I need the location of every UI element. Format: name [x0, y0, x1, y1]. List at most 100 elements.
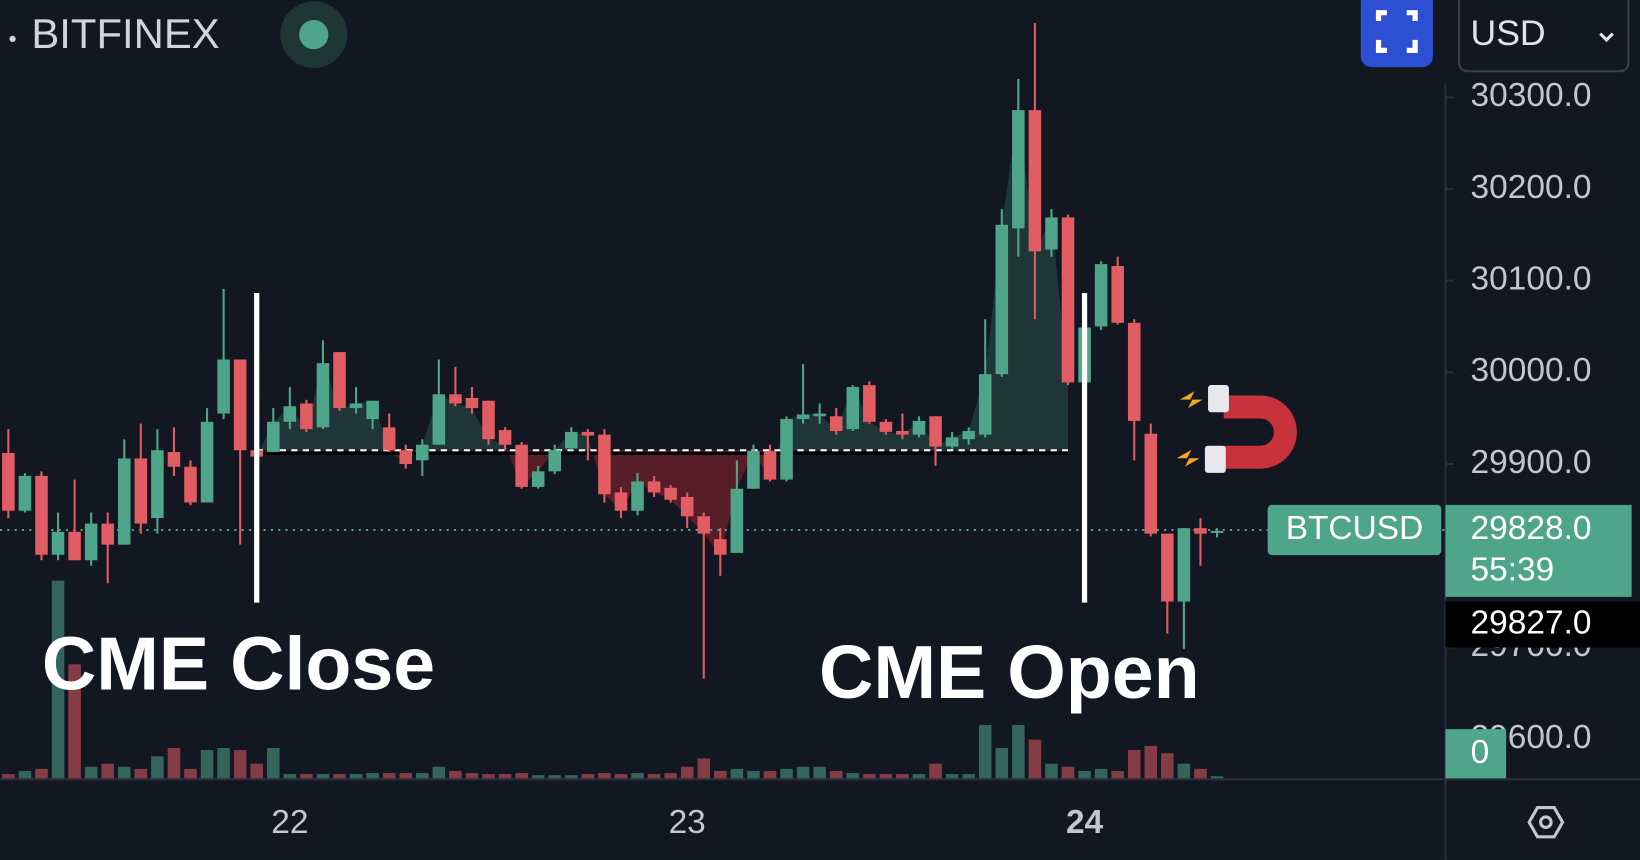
x-tick-label: 23 — [669, 804, 706, 841]
volume-box — [1445, 729, 1507, 779]
candle-body — [581, 431, 595, 436]
volume-bar — [1012, 724, 1025, 780]
candle-body — [697, 516, 711, 534]
candle-body — [349, 403, 363, 409]
volume-bar — [333, 774, 346, 780]
volume-bar — [382, 773, 396, 780]
symbol-box — [1267, 504, 1442, 556]
candle-body — [465, 397, 479, 409]
volume-bar — [945, 774, 959, 780]
last-price-label: 29828.0 — [1471, 510, 1592, 547]
volume-bar — [565, 775, 578, 780]
candle-body — [863, 385, 876, 422]
candle-body — [714, 539, 727, 555]
volume-bar — [829, 770, 843, 780]
volume-bar — [929, 763, 942, 780]
candle-body — [614, 492, 628, 511]
volume-bar — [2, 774, 15, 780]
volume-bar — [217, 747, 230, 780]
candle-body — [664, 487, 677, 500]
candle-body — [68, 531, 81, 561]
candle-body — [995, 224, 1009, 375]
volume-bar — [449, 770, 462, 780]
candle-body — [333, 352, 346, 409]
fullscreen-button[interactable] — [1360, 0, 1433, 68]
candle-body — [1161, 533, 1174, 602]
candle-body — [366, 400, 379, 420]
volume-bar — [581, 774, 595, 780]
candle-body — [482, 400, 495, 440]
volume-bar — [399, 773, 413, 780]
candle-body — [184, 466, 197, 503]
volume-bar — [846, 773, 860, 780]
currency-select[interactable] — [1458, 0, 1630, 73]
candle-body — [912, 420, 926, 435]
volume-bar — [896, 774, 909, 780]
volume-bar — [747, 770, 760, 780]
candle-body — [1144, 433, 1158, 534]
settings-icon[interactable] — [1527, 806, 1565, 839]
volume-bar — [631, 773, 644, 780]
candle-body — [680, 496, 694, 517]
volume-bar — [1061, 766, 1075, 780]
second-price-label: 29827.0 — [1471, 604, 1592, 641]
volume-bar — [1210, 776, 1224, 780]
volume-bar — [465, 773, 479, 780]
volume-bar — [117, 766, 131, 780]
volume-bar — [1028, 739, 1042, 780]
candle-body — [896, 430, 909, 435]
candle-body — [780, 419, 793, 480]
volume-bar — [697, 758, 711, 780]
candle-body — [200, 421, 214, 503]
candle-body — [747, 451, 760, 489]
candle-body — [217, 359, 230, 414]
candle-body — [598, 434, 611, 495]
volume-label: 0 — [1471, 734, 1490, 771]
magnet-icon — [1176, 385, 1297, 473]
volume-bar — [101, 763, 114, 780]
volume-bar — [780, 768, 793, 780]
candle-body — [515, 444, 528, 487]
x-tick-label: 22 — [271, 804, 308, 841]
candle-body — [879, 421, 893, 432]
fullscreen-icon — [1375, 10, 1418, 53]
candle-body — [18, 475, 32, 511]
candle-body — [1028, 110, 1042, 252]
dot — [9, 35, 16, 42]
volume-bar — [35, 768, 48, 780]
symbol-label: BTCUSD — [1286, 510, 1424, 547]
candle-body — [35, 475, 48, 555]
candle-body — [763, 451, 777, 480]
volume-bar — [531, 775, 545, 780]
candle-body — [233, 359, 247, 451]
candle-body — [449, 394, 462, 404]
volume-bar — [250, 763, 263, 780]
volume-bar — [51, 580, 65, 780]
candle-body — [796, 414, 810, 420]
annotation-text: CME Close — [42, 621, 435, 705]
volume-bar — [796, 766, 810, 780]
area-below — [256, 450, 1069, 555]
volume-bar — [1094, 768, 1108, 780]
candle-body — [283, 406, 297, 422]
candle-body — [1094, 264, 1108, 327]
volume-bar — [515, 773, 528, 780]
candle-body — [300, 403, 313, 430]
volume-bar — [416, 773, 429, 780]
candle-body — [1111, 265, 1124, 323]
candle-body — [548, 450, 562, 472]
second-price-box — [1445, 601, 1640, 648]
volume-bar — [647, 774, 661, 780]
countdown: 55:39 — [1471, 552, 1555, 589]
volume-bar — [763, 770, 777, 780]
y-tick-label: 29900.0 — [1471, 444, 1592, 481]
volume-bar — [316, 774, 330, 780]
volume-bar — [548, 775, 562, 780]
volume-bar — [283, 774, 297, 780]
volume-bar — [912, 774, 926, 780]
candle-body — [117, 458, 131, 545]
volume-bar — [267, 747, 280, 780]
volume-bar — [482, 774, 495, 780]
volume-bar — [1078, 770, 1091, 780]
candle-body — [267, 421, 280, 453]
